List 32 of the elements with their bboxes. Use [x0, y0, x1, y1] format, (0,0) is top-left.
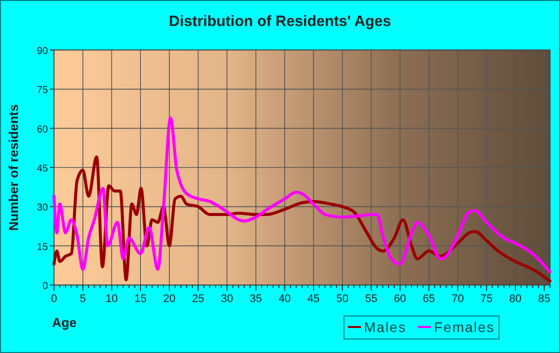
line-series [52, 156, 552, 283]
y-tick-label: 45 [36, 164, 48, 174]
legend-label: Males [364, 319, 406, 335]
y-tick-label: 30 [36, 202, 48, 214]
x-tick-label: 25 [192, 293, 204, 305]
x-tick-label: 5 [80, 293, 86, 305]
x-tick-label: 50 [336, 293, 348, 305]
x-tick-label: 65 [422, 293, 436, 305]
y-tick-label: 15 [36, 242, 48, 253]
legend-label: Females [434, 319, 495, 335]
x-tick-label: 70 [452, 293, 464, 305]
x-tick-label: 10 [106, 293, 118, 305]
y-tick-label: 0 [42, 281, 48, 292]
chart-title: Distribution of Residents' Ages [168, 13, 392, 30]
x-tick-label: 35 [250, 293, 262, 305]
y-tick-label: 75 [36, 85, 48, 96]
x-tick-label: 40 [278, 293, 291, 305]
x-tick-label: 45 [307, 293, 320, 305]
y-tick-label: 60 [36, 124, 48, 136]
y-axis-title: Number of residents [6, 104, 21, 231]
x-tick-label: 55 [365, 293, 378, 305]
x-tick-label: 75 [480, 293, 493, 305]
x-tick-label: 60 [394, 293, 406, 305]
x-tick-label: 0 [50, 293, 58, 305]
x-tick-label: 15 [134, 293, 147, 305]
x-axis-title: Age [52, 315, 77, 330]
x-tick-label: 30 [220, 293, 234, 305]
x-tick-label: 20 [163, 293, 176, 305]
x-tick-label: 80 [509, 293, 522, 305]
line-series [52, 116, 552, 274]
x-tick-label: 85 [538, 293, 550, 305]
y-tick-label: 90 [36, 46, 48, 57]
